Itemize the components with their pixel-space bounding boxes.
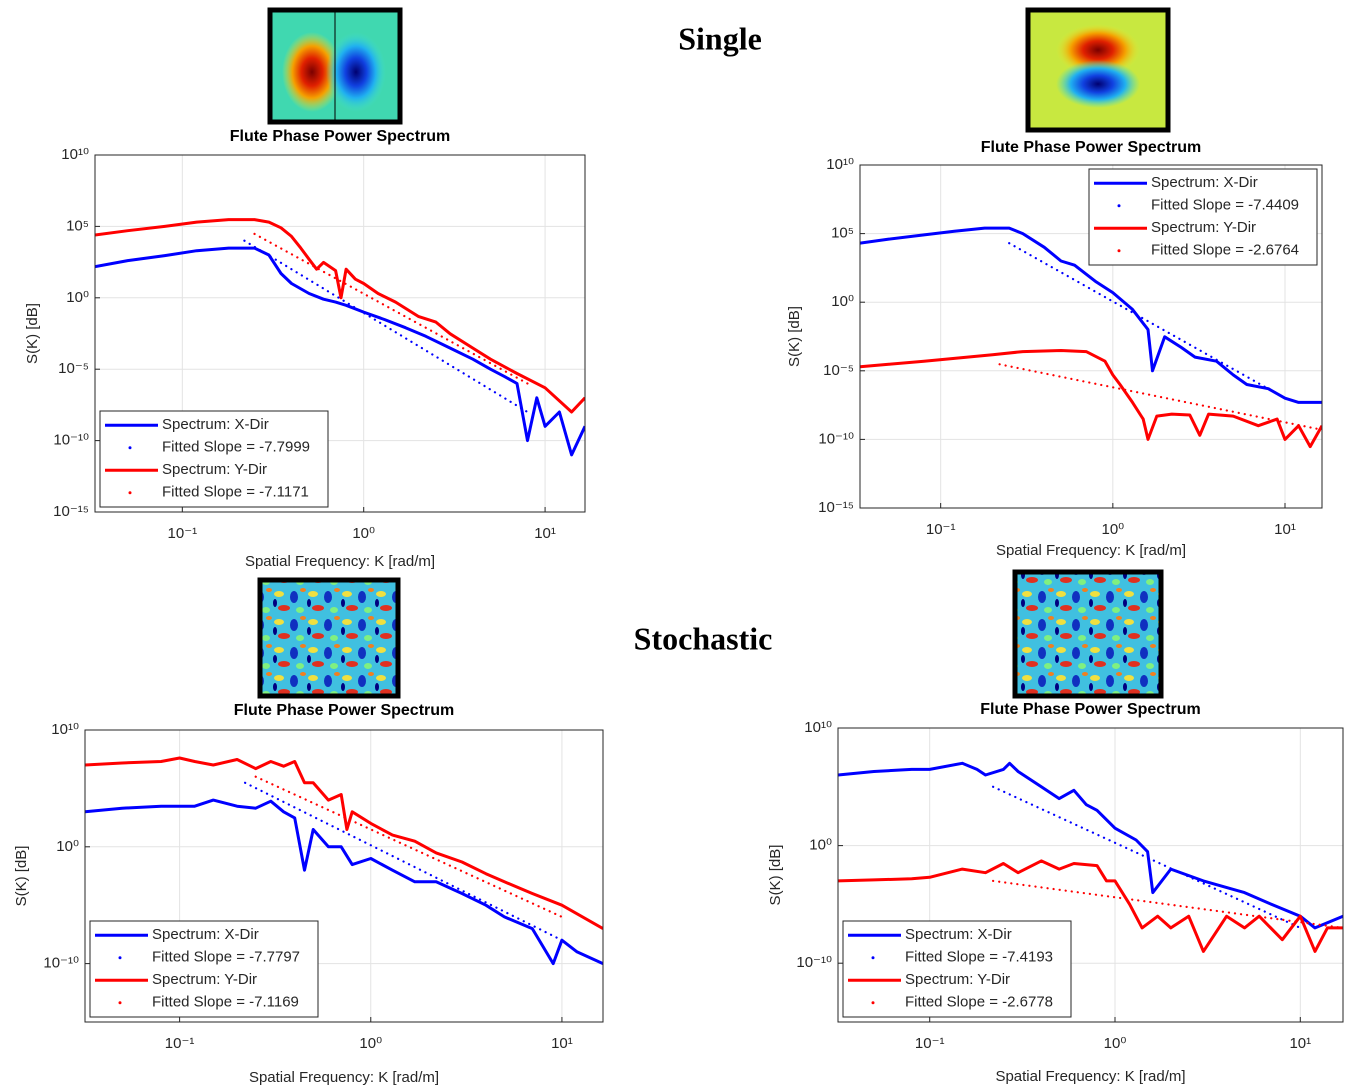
y-tick-label: 10¹⁰ bbox=[61, 146, 89, 163]
legend: Spectrum: X-Dir Fitted Slope = -7.7999 Spe… bbox=[99, 410, 329, 508]
y-tick-label: 10⁰ bbox=[66, 289, 89, 306]
x-tick-label: 10¹ bbox=[1274, 521, 1296, 538]
y-tick-label: 10⁰ bbox=[831, 293, 854, 310]
x-tick-label: 10⁰ bbox=[352, 525, 375, 542]
series-line bbox=[243, 239, 529, 414]
legend-label: Fitted Slope = -7.1169 bbox=[152, 994, 299, 1011]
y-tick-label: 10⁻¹⁵ bbox=[53, 503, 89, 520]
section-title: Single bbox=[678, 20, 762, 56]
series-line bbox=[254, 775, 563, 918]
y-tick-label: 10⁻⁵ bbox=[823, 362, 854, 379]
axes-frame bbox=[837, 727, 1344, 1023]
legend-label: Spectrum: X-Dir bbox=[152, 926, 259, 943]
x-tick-label: 10⁻¹ bbox=[915, 1035, 945, 1052]
x-tick-label: 10⁰ bbox=[1104, 1035, 1127, 1052]
legend-box bbox=[1088, 168, 1318, 266]
y-tick-label: 10¹⁰ bbox=[51, 721, 79, 738]
legend: Spectrum: X-Dir Fitted Slope = -7.4409 Spe… bbox=[1088, 168, 1318, 266]
y-tick-label: 10¹⁰ bbox=[826, 156, 854, 173]
legend-label: Fitted Slope = -7.4409 bbox=[1151, 197, 1299, 214]
legend-label: Spectrum: Y-Dir bbox=[1151, 219, 1256, 236]
series-line bbox=[998, 363, 1322, 431]
legend-symbol bbox=[1117, 249, 1121, 253]
x-axis-label: Spatial Frequency: K [rad/m] bbox=[995, 1068, 1185, 1085]
y-axis-label: S(K) [dB] bbox=[786, 306, 803, 367]
x-axis-label: Spatial Frequency: K [rad/m] bbox=[996, 542, 1186, 559]
legend-symbol bbox=[871, 1001, 875, 1005]
chart-title: Flute Phase Power Spectrum bbox=[230, 128, 451, 145]
legend-label: Fitted Slope = -7.7797 bbox=[152, 949, 300, 966]
legend-label: Fitted Slope = -2.6764 bbox=[1151, 242, 1299, 259]
heatmap bbox=[1012, 569, 1164, 699]
legend-box bbox=[842, 920, 1072, 1018]
series-line bbox=[992, 785, 1302, 929]
legend-symbol bbox=[128, 446, 132, 450]
legend-label: Spectrum: X-Dir bbox=[1151, 174, 1258, 191]
legend: Spectrum: X-Dir Fitted Slope = -7.4193 Spe… bbox=[842, 920, 1072, 1018]
series-line bbox=[95, 246, 585, 457]
legend-label: Fitted Slope = -7.4193 bbox=[905, 949, 1053, 966]
heatmap bbox=[1025, 7, 1171, 133]
series-line bbox=[85, 756, 603, 930]
chart-title: Flute Phase Power Spectrum bbox=[981, 139, 1202, 156]
chart-title: Flute Phase Power Spectrum bbox=[234, 702, 455, 719]
legend-label: Fitted Slope = -7.1171 bbox=[162, 484, 309, 501]
x-tick-label: 10¹ bbox=[534, 525, 556, 542]
heatmap bbox=[267, 7, 403, 125]
x-tick-label: 10⁰ bbox=[1101, 521, 1124, 538]
legend-symbol bbox=[118, 1001, 122, 1005]
legend-label: Fitted Slope = -2.6778 bbox=[905, 994, 1053, 1011]
section-title: Stochastic bbox=[634, 620, 773, 656]
legend-label: Spectrum: Y-Dir bbox=[905, 971, 1010, 988]
y-tick-label: 10⁻⁵ bbox=[58, 360, 89, 377]
series-line bbox=[992, 879, 1343, 929]
series-line bbox=[838, 859, 1343, 953]
series-line bbox=[838, 761, 1343, 930]
legend-symbol bbox=[118, 956, 122, 960]
chart-title: Flute Phase Power Spectrum bbox=[980, 701, 1201, 718]
legend-box bbox=[89, 920, 319, 1018]
series-line bbox=[244, 781, 563, 942]
y-tick-label: 10⁰ bbox=[56, 838, 79, 855]
legend-symbol bbox=[1117, 204, 1121, 208]
series-line bbox=[1008, 242, 1287, 400]
x-tick-label: 10¹ bbox=[551, 1035, 573, 1052]
x-tick-label: 10⁻¹ bbox=[165, 1035, 195, 1052]
legend-label: Spectrum: X-Dir bbox=[162, 416, 269, 433]
y-axis-label: S(K) [dB] bbox=[24, 303, 41, 364]
x-axis-label: Spatial Frequency: K [rad/m] bbox=[245, 553, 435, 570]
legend-symbol bbox=[128, 491, 132, 495]
y-tick-label: 10⁵ bbox=[66, 217, 89, 234]
legend-box bbox=[99, 410, 329, 508]
legend: Spectrum: X-Dir Fitted Slope = -7.7797 Spe… bbox=[89, 920, 319, 1018]
series-line bbox=[95, 218, 585, 414]
x-axis-label: Spatial Frequency: K [rad/m] bbox=[249, 1069, 439, 1086]
y-tick-label: 10⁻¹⁵ bbox=[818, 499, 854, 516]
heatmap bbox=[257, 577, 401, 699]
axes-frame bbox=[859, 164, 1323, 509]
legend-label: Spectrum: X-Dir bbox=[905, 926, 1012, 943]
y-tick-label: 10⁵ bbox=[831, 225, 854, 242]
y-tick-label: 10⁻¹⁰ bbox=[43, 955, 79, 972]
x-tick-label: 10⁻¹ bbox=[926, 521, 956, 538]
legend-label: Spectrum: Y-Dir bbox=[152, 971, 257, 988]
legend-symbol bbox=[871, 956, 875, 960]
x-tick-label: 10⁰ bbox=[359, 1035, 382, 1052]
y-tick-label: 10⁰ bbox=[809, 837, 832, 854]
y-tick-label: 10⁻¹⁰ bbox=[53, 432, 89, 449]
series-line bbox=[85, 798, 603, 966]
y-tick-label: 10⁻¹⁰ bbox=[796, 954, 832, 971]
x-tick-label: 10¹ bbox=[1289, 1035, 1311, 1052]
y-tick-label: 10⁻¹⁰ bbox=[818, 430, 854, 447]
x-tick-label: 10⁻¹ bbox=[168, 525, 198, 542]
y-axis-label: S(K) [dB] bbox=[13, 846, 30, 907]
axes-frame bbox=[84, 729, 604, 1023]
y-tick-label: 10¹⁰ bbox=[804, 719, 832, 736]
series-line bbox=[860, 226, 1322, 404]
axes-frame bbox=[94, 154, 586, 513]
legend-label: Spectrum: Y-Dir bbox=[162, 461, 267, 478]
legend-label: Fitted Slope = -7.7999 bbox=[162, 439, 310, 456]
y-axis-label: S(K) [dB] bbox=[767, 845, 784, 906]
